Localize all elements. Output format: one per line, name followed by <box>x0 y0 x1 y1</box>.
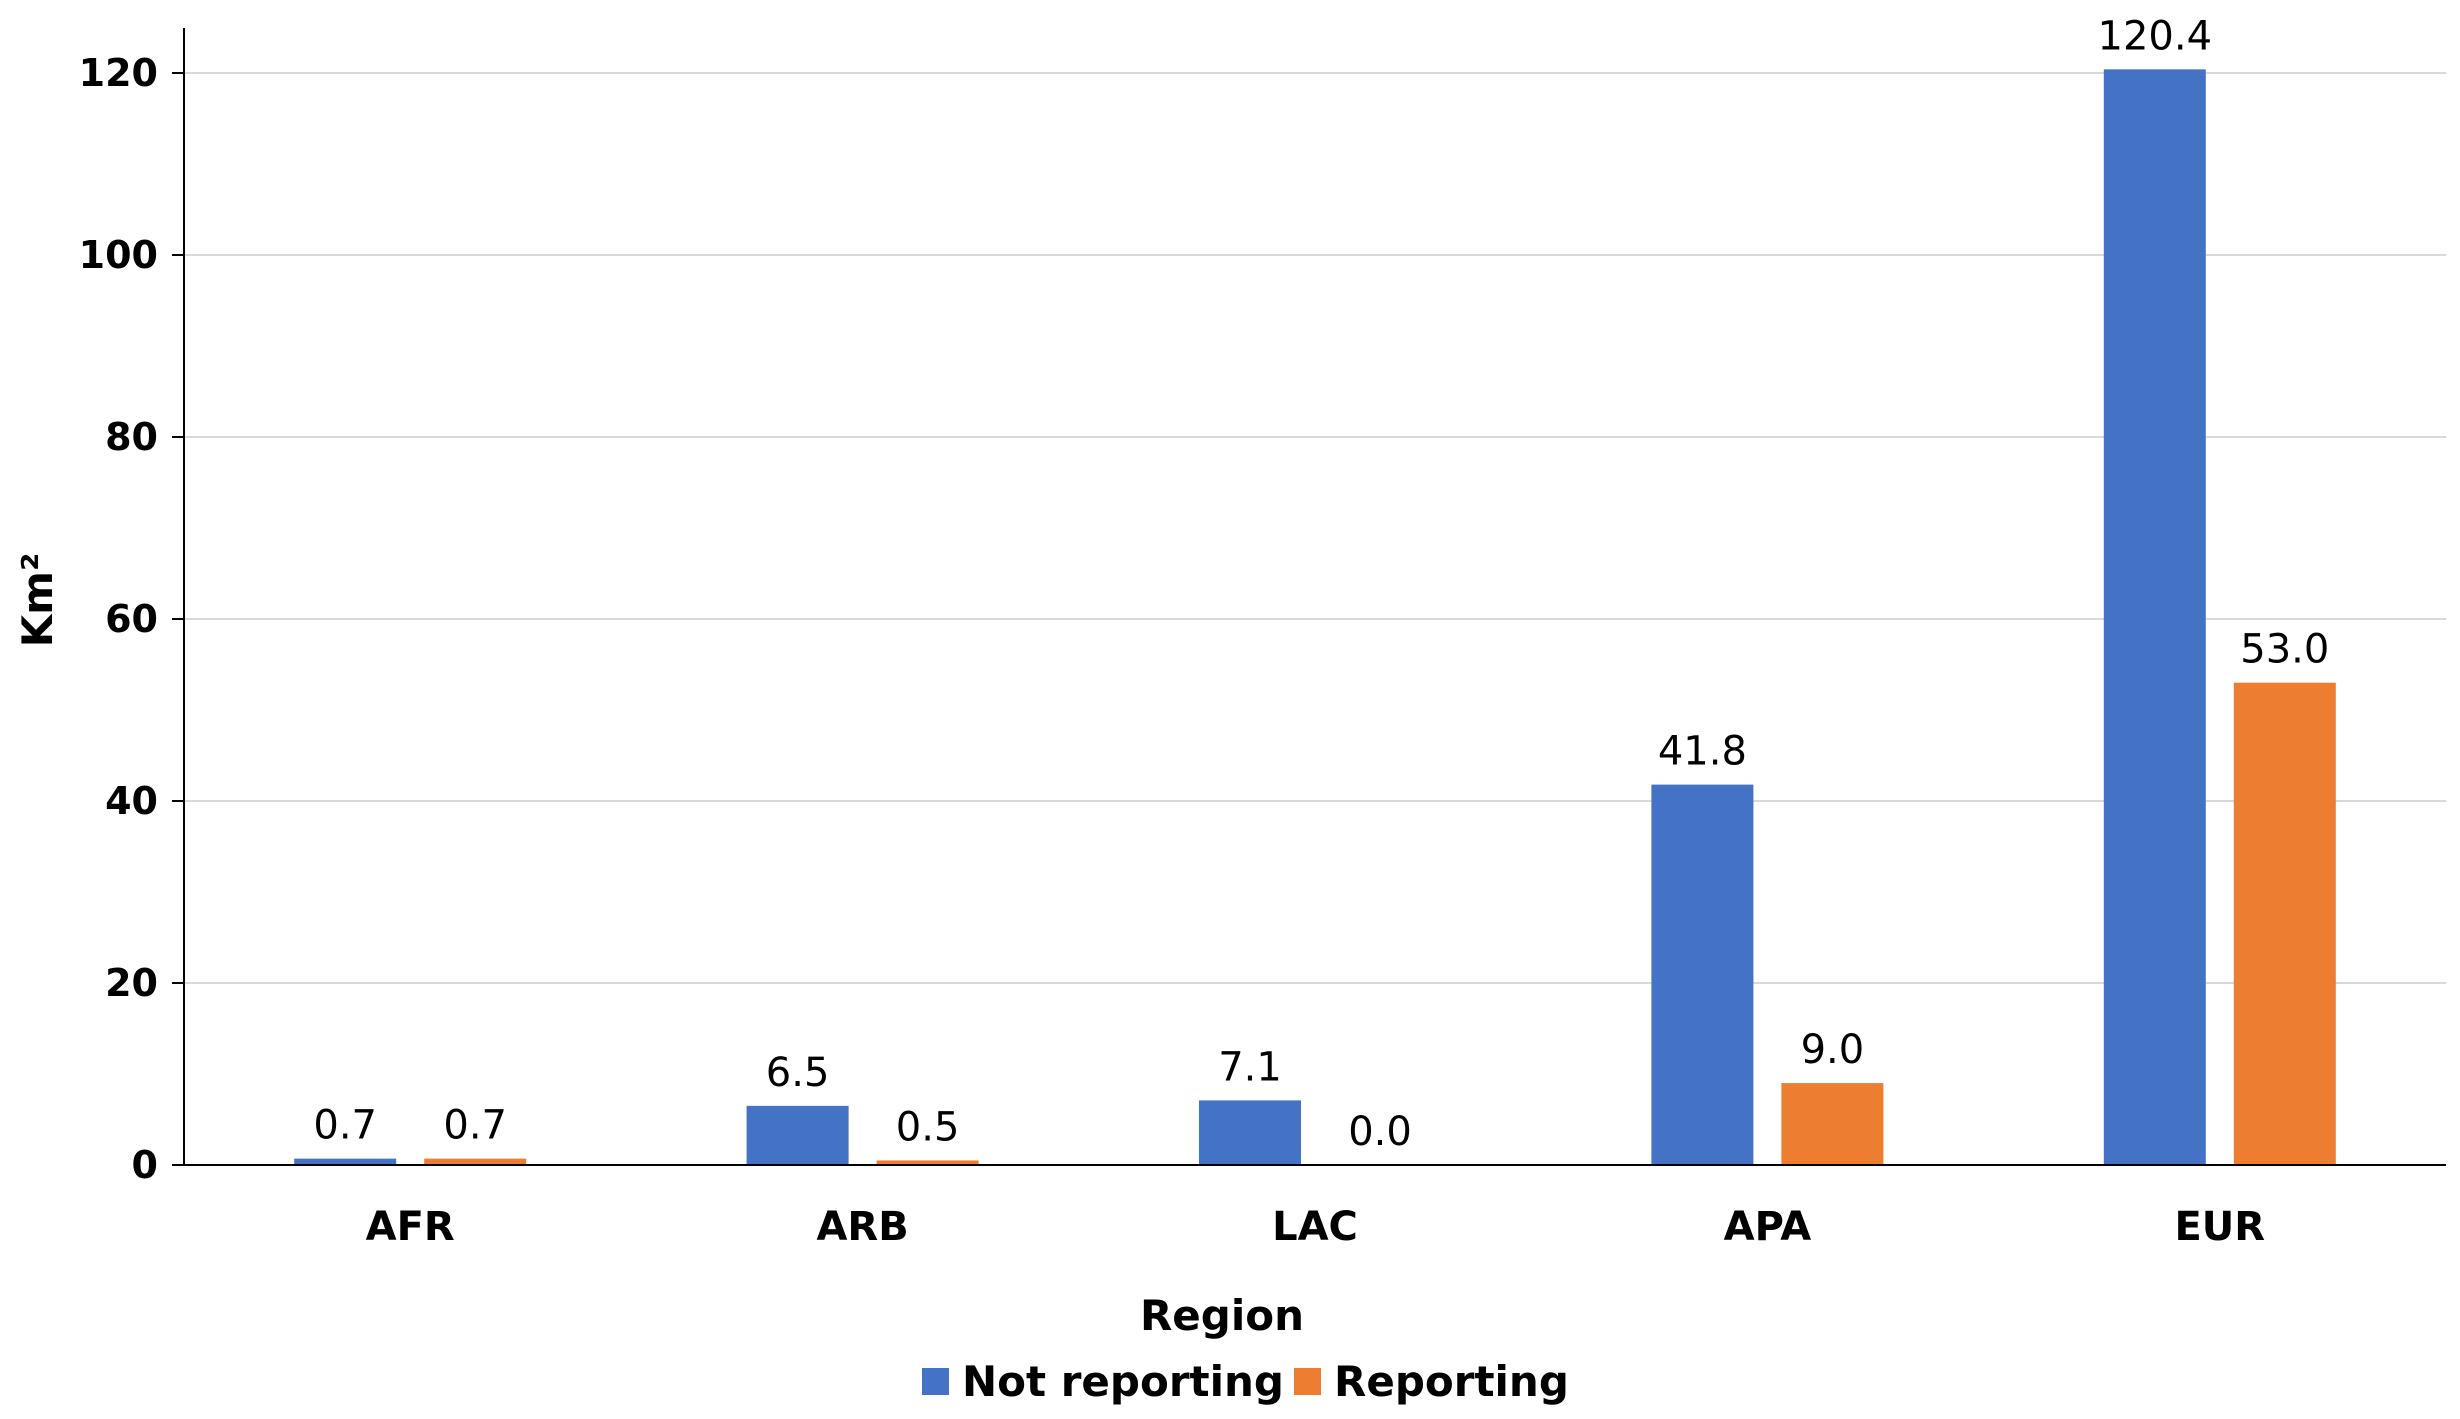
data-label: 0.5 <box>896 1104 960 1150</box>
legend-swatch-not-reporting <box>922 1368 949 1395</box>
x-category-label: APA <box>1724 1204 1812 1250</box>
x-axis-title: Region <box>1140 1291 1304 1340</box>
data-label: 7.1 <box>1218 1044 1282 1090</box>
x-category-label: LAC <box>1272 1204 1358 1250</box>
bar-not-reporting-afr <box>294 1158 397 1165</box>
data-label: 53.0 <box>2240 627 2329 673</box>
y-ticks: 0 20 40 60 80 100 120 <box>79 51 184 1187</box>
x-category-labels: AFR ARB LAC APA EUR <box>366 1204 2265 1250</box>
bar-reporting-eur <box>2233 682 2336 1165</box>
y-tick-label: 120 <box>79 51 158 95</box>
y-tick-label: 80 <box>105 415 158 459</box>
legend-swatch-reporting <box>1294 1368 1321 1395</box>
y-axis-title: Km² <box>13 553 62 648</box>
x-category-label: ARB <box>816 1204 908 1250</box>
data-label: 41.8 <box>1658 729 1747 775</box>
y-tick-label: 20 <box>105 961 158 1005</box>
data-label: 0.7 <box>443 1103 507 1149</box>
legend-label-not-reporting: Not reporting <box>962 1357 1284 1406</box>
bar-reporting-afr <box>424 1158 527 1165</box>
data-label: 9.0 <box>1801 1027 1865 1073</box>
data-labels: 0.7 0.7 6.5 0.5 7.1 0.0 41.8 9.0 120.4 53.0 <box>313 13 2329 1155</box>
gridlines <box>184 72 2446 984</box>
data-label: 120.4 <box>2098 13 2213 59</box>
x-category-label: EUR <box>2174 1204 2265 1250</box>
x-category-label: AFR <box>366 1204 455 1250</box>
axes <box>183 28 2446 1166</box>
legend-label-reporting: Reporting <box>1334 1357 1569 1406</box>
bar-not-reporting-arb <box>746 1105 849 1165</box>
y-tick-label: 40 <box>105 779 158 823</box>
bar-not-reporting-apa <box>1651 784 1754 1165</box>
bar-reporting-apa <box>1781 1083 1884 1165</box>
y-tick-label: 100 <box>79 233 158 277</box>
bar-not-reporting-lac <box>1199 1100 1301 1165</box>
data-label: 0.7 <box>313 1103 377 1149</box>
y-tick-label: 60 <box>105 597 158 641</box>
bars <box>294 69 2336 1166</box>
legend: Not reporting Reporting <box>922 1357 1569 1406</box>
data-label: 0.0 <box>1348 1109 1412 1155</box>
bar-reporting-arb <box>876 1160 979 1165</box>
bar-not-reporting-eur <box>2103 69 2206 1166</box>
data-label: 6.5 <box>766 1050 830 1096</box>
y-tick-label: 0 <box>132 1143 158 1187</box>
